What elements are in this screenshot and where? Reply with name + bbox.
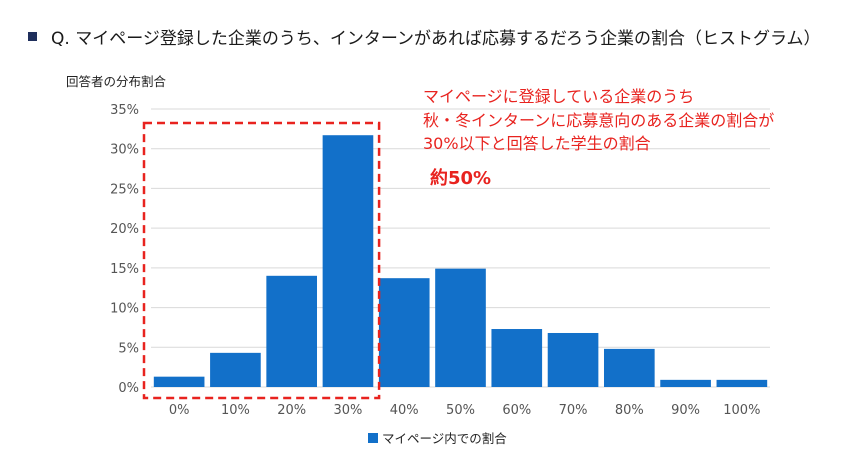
- y-axis-label: 回答者の分布割合: [66, 74, 167, 89]
- x-tick-label: 50%: [446, 403, 475, 418]
- bar: [378, 278, 430, 387]
- annotation-highlight: 約50%: [430, 168, 492, 189]
- annotation-line-3: 30%以下と回答した学生の割合: [423, 134, 651, 153]
- bar: [547, 332, 599, 387]
- y-tick-label: 0%: [118, 381, 139, 396]
- bar: [660, 379, 711, 387]
- annotation-line-1: マイページに登録している企業のうち: [423, 87, 695, 106]
- bar: [266, 275, 318, 387]
- question-heading: Q. マイページ登録した企業のうち、インターンがあれば応募するだろう企業の割合（…: [28, 24, 820, 49]
- x-tick-label: 90%: [671, 403, 700, 418]
- y-tick-label: 20%: [110, 222, 139, 237]
- bar: [603, 348, 655, 387]
- bar: [322, 135, 374, 387]
- bar: [491, 329, 543, 387]
- bar: [435, 268, 486, 387]
- y-tick-label: 10%: [110, 302, 139, 317]
- y-tick-label: 15%: [110, 262, 139, 277]
- x-tick-label: 20%: [277, 403, 306, 418]
- x-tick-label: 100%: [723, 403, 760, 418]
- legend-swatch: [368, 432, 378, 443]
- bar: [716, 379, 768, 387]
- x-tick-label: 40%: [390, 403, 419, 418]
- x-tick-label: 10%: [221, 403, 250, 418]
- y-tick-label: 5%: [118, 341, 139, 356]
- annotation-line-2: 秋・冬インターンに応募意向のある企業の割合が: [423, 110, 775, 130]
- legend: マイページ内での割合: [368, 428, 507, 447]
- x-tick-label: 80%: [615, 403, 644, 418]
- highlight-box: [142, 121, 381, 400]
- question-text: Q. マイページ登録した企業のうち、インターンがあれば応募するだろう企業の割合（…: [51, 29, 821, 49]
- square-bullet-icon: [28, 32, 37, 41]
- y-tick-label: 30%: [110, 143, 139, 158]
- legend-label: マイページ内での割合: [382, 431, 507, 446]
- bar: [153, 376, 205, 387]
- x-tick-label: 70%: [559, 403, 588, 418]
- x-tick-label: 60%: [502, 403, 531, 418]
- x-tick-label: 30%: [334, 403, 363, 418]
- x-tick-label: 0%: [169, 403, 190, 418]
- y-tick-label: 25%: [110, 182, 139, 197]
- y-tick-label: 35%: [110, 103, 139, 118]
- bar: [210, 352, 261, 387]
- annotation-text: マイページに登録している企業のうち 秋・冬インターンに応募意向のある企業の割合が…: [423, 85, 774, 156]
